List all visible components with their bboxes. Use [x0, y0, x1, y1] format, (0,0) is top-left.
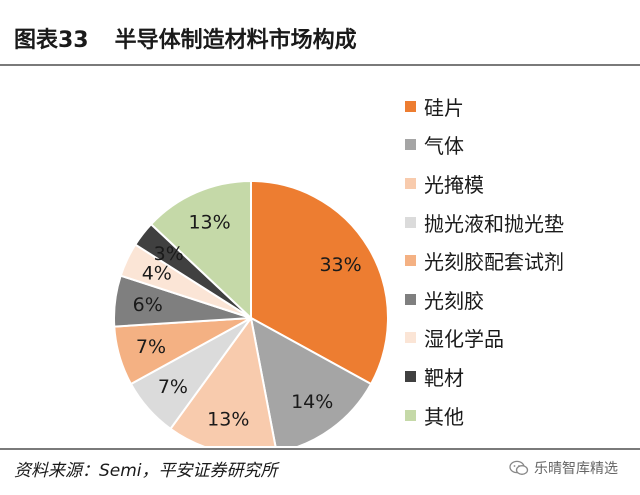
source-note: 资料来源：Semi，平安证券研究所: [14, 461, 278, 481]
pie-slice-2: [169, 315, 277, 446]
slice-value-label-0: 33%: [319, 254, 361, 276]
legend-label-2: 光掩模: [424, 172, 484, 197]
legend-swatch-6: [405, 332, 416, 344]
legend-label-0: 硅片: [424, 95, 464, 120]
legend-label-6: 湿化学品: [424, 327, 504, 352]
legend-swatch-8: [405, 409, 416, 421]
slice-value-label-4: 7%: [136, 336, 166, 358]
legend-swatch-0: [405, 100, 416, 112]
legend-item-7: 靶材: [405, 357, 564, 396]
pie-slice-8: [149, 179, 252, 321]
pie-value-labels: 33%14%13%7%7%6%4%3%13%: [133, 211, 362, 430]
legend-item-4: 光刻胶配套试剂: [405, 241, 564, 280]
legend-label-1: 气体: [424, 134, 464, 159]
legend-item-1: 气体: [405, 126, 564, 165]
slice-value-label-6: 4%: [142, 263, 172, 285]
pie-slice-0: [250, 179, 389, 386]
slice-value-label-3: 7%: [158, 376, 188, 398]
figure-title-text: 半导体制造材料市场构成: [114, 28, 357, 53]
slice-value-label-8: 13%: [188, 211, 230, 233]
legend-swatch-5: [405, 293, 416, 305]
pie-slices: [113, 179, 389, 446]
legend-item-5: 光刻胶: [405, 280, 564, 319]
legend-swatch-2: [405, 177, 416, 189]
figure-title: 图表33 半导体制造材料市场构成: [14, 22, 357, 54]
legend-item-6: 湿化学品: [405, 319, 564, 358]
legend-label-8: 其他: [424, 404, 464, 429]
slice-value-label-2: 13%: [207, 409, 249, 431]
legend-swatch-4: [405, 255, 416, 267]
bottom-divider: [0, 448, 640, 450]
legend-label-3: 抛光液和抛光垫: [424, 211, 564, 236]
wechat-icon: [509, 460, 529, 475]
legend-item-3: 抛光液和抛光垫: [405, 203, 564, 242]
pie-chart: 33%14%13%7%7%6%4%3%13%: [113, 179, 389, 446]
legend-item-8: 其他: [405, 396, 564, 435]
watermark-text: 乐晴智库精选: [534, 461, 618, 477]
legend-swatch-3: [405, 216, 416, 228]
legend-swatch-7: [405, 370, 416, 382]
watermark: 乐晴智库精选: [509, 458, 618, 478]
figure-number: 图表33: [14, 28, 89, 53]
slice-value-label-1: 14%: [291, 391, 333, 413]
pie-slice-1: [249, 316, 373, 446]
legend-label-5: 光刻胶: [424, 288, 484, 313]
legend-label-7: 靶材: [424, 365, 464, 390]
legend-item-2: 光掩模: [405, 164, 564, 203]
top-divider: [0, 64, 640, 66]
chart-legend: 硅片气体光掩模抛光液和抛光垫 光刻胶配套试剂 光刻胶湿化学品靶材其他: [405, 87, 564, 434]
legend-swatch-1: [405, 139, 416, 151]
legend-label-4: 光刻胶配套试剂: [424, 250, 564, 275]
legend-item-0: 硅片: [405, 87, 564, 126]
slice-value-label-5: 6%: [133, 294, 163, 316]
slice-value-label-7: 3%: [154, 243, 184, 265]
